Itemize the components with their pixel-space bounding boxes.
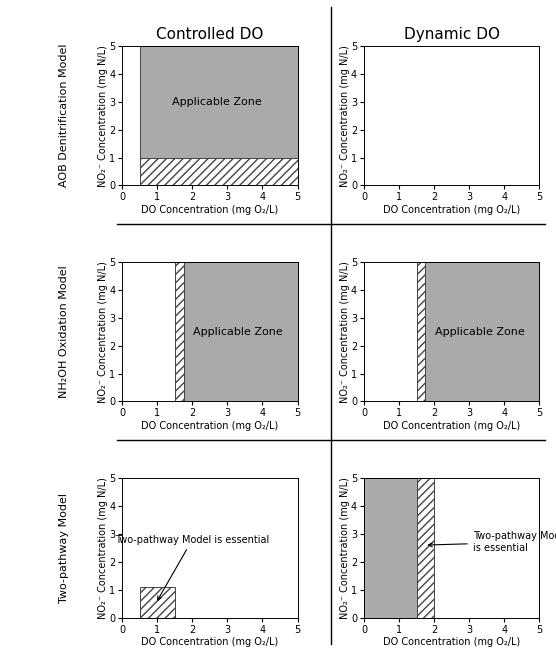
- Bar: [416, 478, 434, 618]
- Y-axis label: NO₂⁻ Concentration (mg N/L): NO₂⁻ Concentration (mg N/L): [98, 261, 108, 403]
- Y-axis label: NO₂⁻ Concentration (mg N/L): NO₂⁻ Concentration (mg N/L): [340, 45, 350, 187]
- Text: Applicable Zone: Applicable Zone: [193, 327, 283, 337]
- X-axis label: DO Concentration (mg O₂/L): DO Concentration (mg O₂/L): [383, 637, 520, 647]
- Y-axis label: NO₂⁻ Concentration (mg N/L): NO₂⁻ Concentration (mg N/L): [98, 477, 108, 619]
- X-axis label: DO Concentration (mg O₂/L): DO Concentration (mg O₂/L): [141, 421, 279, 431]
- Bar: [364, 478, 416, 618]
- Text: AOB Denitrification Model: AOB Denitrification Model: [59, 44, 69, 187]
- X-axis label: DO Concentration (mg O₂/L): DO Concentration (mg O₂/L): [383, 421, 520, 431]
- Bar: [183, 262, 297, 401]
- Y-axis label: NO₂⁻ Concentration (mg N/L): NO₂⁻ Concentration (mg N/L): [98, 45, 108, 187]
- Text: Two-pathway Model
is essential: Two-pathway Model is essential: [429, 532, 556, 553]
- X-axis label: DO Concentration (mg O₂/L): DO Concentration (mg O₂/L): [141, 637, 279, 647]
- Title: Dynamic DO: Dynamic DO: [404, 27, 500, 42]
- Y-axis label: NO₂⁻ Concentration (mg N/L): NO₂⁻ Concentration (mg N/L): [340, 261, 350, 403]
- Bar: [425, 262, 539, 401]
- Title: Controlled DO: Controlled DO: [156, 27, 264, 42]
- Bar: [140, 46, 297, 158]
- X-axis label: DO Concentration (mg O₂/L): DO Concentration (mg O₂/L): [383, 205, 520, 215]
- Text: NH₂OH Oxidation Model: NH₂OH Oxidation Model: [59, 265, 69, 398]
- Bar: [175, 262, 183, 401]
- Y-axis label: NO₂⁻ Concentration (mg N/L): NO₂⁻ Concentration (mg N/L): [340, 477, 350, 619]
- Text: Applicable Zone: Applicable Zone: [172, 97, 262, 106]
- Text: Two-pathway Model: Two-pathway Model: [59, 493, 69, 603]
- X-axis label: DO Concentration (mg O₂/L): DO Concentration (mg O₂/L): [141, 205, 279, 215]
- Text: Applicable Zone: Applicable Zone: [435, 327, 525, 337]
- Text: Two-pathway Model is essential: Two-pathway Model is essential: [115, 535, 270, 600]
- Bar: [416, 262, 425, 401]
- Bar: [140, 587, 175, 618]
- Bar: [140, 158, 297, 185]
